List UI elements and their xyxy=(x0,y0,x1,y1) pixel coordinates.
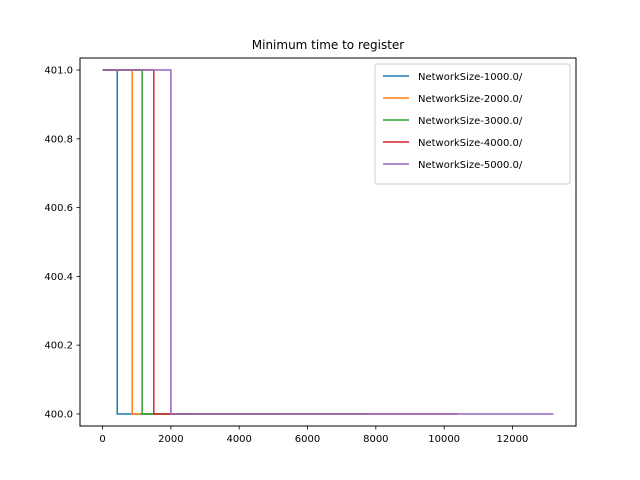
legend-box xyxy=(374,63,571,185)
x-axis: 0 2000 4000 6000 8000 10000 12000 xyxy=(99,426,528,445)
legend-label-3: NetworkSize-3000.0/ xyxy=(418,116,523,127)
x-tick-label: 8000 xyxy=(363,434,388,445)
x-tick-label: 6000 xyxy=(295,434,320,445)
y-axis: 400.0 400.2 400.4 400.6 400.8 401.0 xyxy=(44,66,80,420)
series-layer xyxy=(102,69,554,415)
y-tick-label: 401.0 xyxy=(44,66,73,77)
series-line-5 xyxy=(102,69,554,415)
plot-frame xyxy=(79,57,577,427)
legend-label-4: NetworkSize-4000.0/ xyxy=(418,138,523,149)
legend-label-5: NetworkSize-5000.0/ xyxy=(418,160,523,171)
x-tick-label: 4000 xyxy=(226,434,251,445)
y-tick-label: 400.2 xyxy=(44,341,73,352)
y-tick-label: 400.0 xyxy=(44,409,73,420)
legend: NetworkSize-1000.0/NetworkSize-2000.0/Ne… xyxy=(374,63,571,185)
y-tick-label: 400.8 xyxy=(44,134,73,145)
y-tick-label: 400.4 xyxy=(44,272,73,283)
y-tick-label: 400.6 xyxy=(44,203,73,214)
x-tick-label: 12000 xyxy=(497,434,529,445)
x-tick-label: 0 xyxy=(99,434,105,445)
x-tick-label: 2000 xyxy=(158,434,183,445)
legend-label-1: NetworkSize-1000.0/ xyxy=(418,72,523,83)
x-tick-label: 10000 xyxy=(428,434,460,445)
legend-label-2: NetworkSize-2000.0/ xyxy=(418,94,523,105)
chart-title: Minimum time to register xyxy=(252,38,405,52)
